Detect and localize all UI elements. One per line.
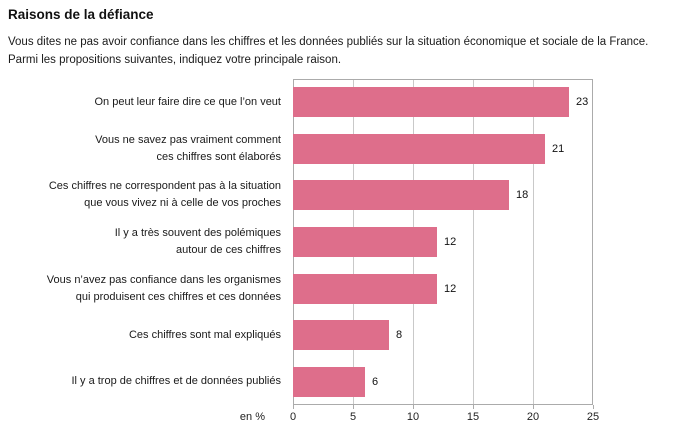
bar-row: Ces chiffres sont mal expliqués 8 — [0, 312, 680, 359]
x-axis-tick — [593, 405, 594, 409]
bar-category-label: On peut leur faire dire ce que l’on veut — [94, 95, 281, 108]
bar-zone: 8 — [293, 320, 680, 351]
x-axis-tick — [353, 405, 354, 409]
bar-zone: 12 — [293, 227, 680, 258]
x-axis-tick — [293, 405, 294, 409]
chart-subtitle: Vous dites ne pas avoir confiance dans l… — [8, 36, 649, 66]
bar-row: Ces chiffres ne correspondent pas à la s… — [0, 172, 680, 219]
bar-value-label: 12 — [444, 236, 457, 249]
x-axis-tick-label: 10 — [406, 411, 420, 423]
x-axis-tick — [533, 405, 534, 409]
bar-category-label: Vous n’avez pas confiance dans les organ… — [46, 273, 281, 303]
bar-zone: 23 — [293, 87, 680, 118]
bar-row: Il y a très souvent des polémiques autou… — [0, 219, 680, 266]
bar-category-label: Vous ne savez pas vraiment comment ces c… — [95, 133, 281, 163]
bar-value-label: 8 — [396, 329, 403, 342]
bar — [293, 320, 389, 351]
x-axis-unit-label: en % — [239, 411, 265, 423]
bar-zone: 18 — [293, 180, 680, 211]
bar-rows: On peut leur faire dire ce que l’on veut… — [0, 79, 680, 405]
x-axis-tick-label: 25 — [586, 411, 600, 423]
bar-value-label: 12 — [444, 282, 457, 295]
bar — [293, 366, 365, 397]
bar-value-label: 23 — [576, 96, 589, 109]
bar — [293, 227, 437, 258]
bar-value-label: 18 — [516, 189, 529, 202]
x-axis-tick-label: 0 — [289, 411, 297, 423]
bar-category-label: Ces chiffres sont mal expliqués — [128, 328, 281, 341]
bar-zone: 6 — [293, 366, 680, 397]
bar-row: Vous n’avez pas confiance dans les organ… — [0, 265, 680, 312]
x-axis-tick — [413, 405, 414, 409]
bar-row: Il y a trop de chiffres et de données pu… — [0, 358, 680, 405]
bar-category-label: Ces chiffres ne correspondent pas à la s… — [48, 180, 281, 210]
bar — [293, 180, 509, 211]
x-axis-tick-label: 5 — [349, 411, 357, 423]
bar — [293, 133, 545, 164]
bar-value-label: 21 — [552, 142, 565, 155]
bar — [293, 87, 569, 118]
bar-category-label: Il y a très souvent des polémiques autou… — [114, 227, 281, 257]
bar-zone: 21 — [293, 133, 680, 164]
bar-zone: 12 — [293, 273, 680, 304]
bar-row: On peut leur faire dire ce que l’on veut… — [0, 79, 680, 126]
bar-chart: On peut leur faire dire ce que l’on veut… — [0, 79, 680, 439]
chart-title: Raisons de la défiance — [8, 7, 154, 22]
x-axis-tick-label: 15 — [466, 411, 480, 423]
x-axis-tick-label: 20 — [526, 411, 540, 423]
bar-category-label: Il y a trop de chiffres et de données pu… — [71, 375, 281, 388]
bar-value-label: 6 — [372, 375, 379, 388]
x-axis-tick — [473, 405, 474, 409]
bar — [293, 273, 437, 304]
bar-row: Vous ne savez pas vraiment comment ces c… — [0, 126, 680, 173]
